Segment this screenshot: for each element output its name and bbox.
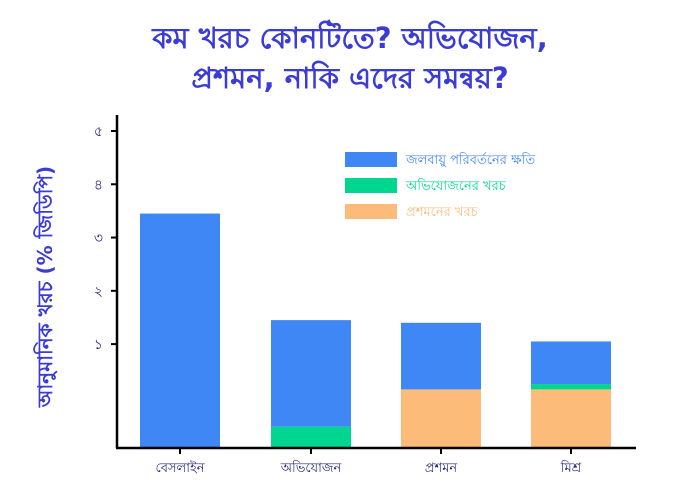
bar-segment-4-2 <box>531 384 611 390</box>
chart-title-line-1: কম খরচ কোনটিতে? অভিযোজন, <box>152 21 548 55</box>
legend-label-1: জলবায়ু পরিবর্তনের ক্ষতি <box>405 152 535 168</box>
bar-segment-3-3 <box>401 322 481 390</box>
x-tick-label-1: বেসলাইন <box>155 460 204 476</box>
legend-swatch-2 <box>345 178 397 193</box>
y-tick-label-5: ৫ <box>94 124 103 140</box>
bar-segment-3-1 <box>401 389 481 448</box>
y-tick-label-2: ২ <box>94 284 103 300</box>
x-tick-label-3: প্রশমন <box>425 461 458 476</box>
x-tick-label-2: অভিযোজন <box>280 460 342 476</box>
bar-segment-2-2 <box>271 426 351 448</box>
bar-segment-4-3 <box>531 341 611 385</box>
legend-label-3: প্রশমনের খরচ <box>406 205 479 220</box>
legend-label-2: অভিযোজনের খরচ <box>405 178 507 194</box>
y-tick-label-3: ৩ <box>94 231 103 247</box>
bar-segment-1-3 <box>140 213 220 448</box>
y-axis-label: আনুমানিক খরচ (% জিডিপি) <box>33 166 58 408</box>
chart-title: কম খরচ কোনটিতে? অভিযোজন, প্রশমন, নাকি এদ… <box>0 18 700 98</box>
chart-title-line-2: প্রশমন, নাকি এদের সমন্বয়? <box>191 61 509 95</box>
bar-segment-2-3 <box>271 320 351 427</box>
bar-segment-4-1 <box>531 389 611 448</box>
legend-swatch-3 <box>345 204 397 219</box>
y-tick-label-1: ১ <box>94 337 103 353</box>
y-tick-label-4: ৪ <box>94 177 103 193</box>
legend-swatch-1 <box>345 152 397 167</box>
x-tick-label-4: মিশ্র <box>560 460 582 476</box>
